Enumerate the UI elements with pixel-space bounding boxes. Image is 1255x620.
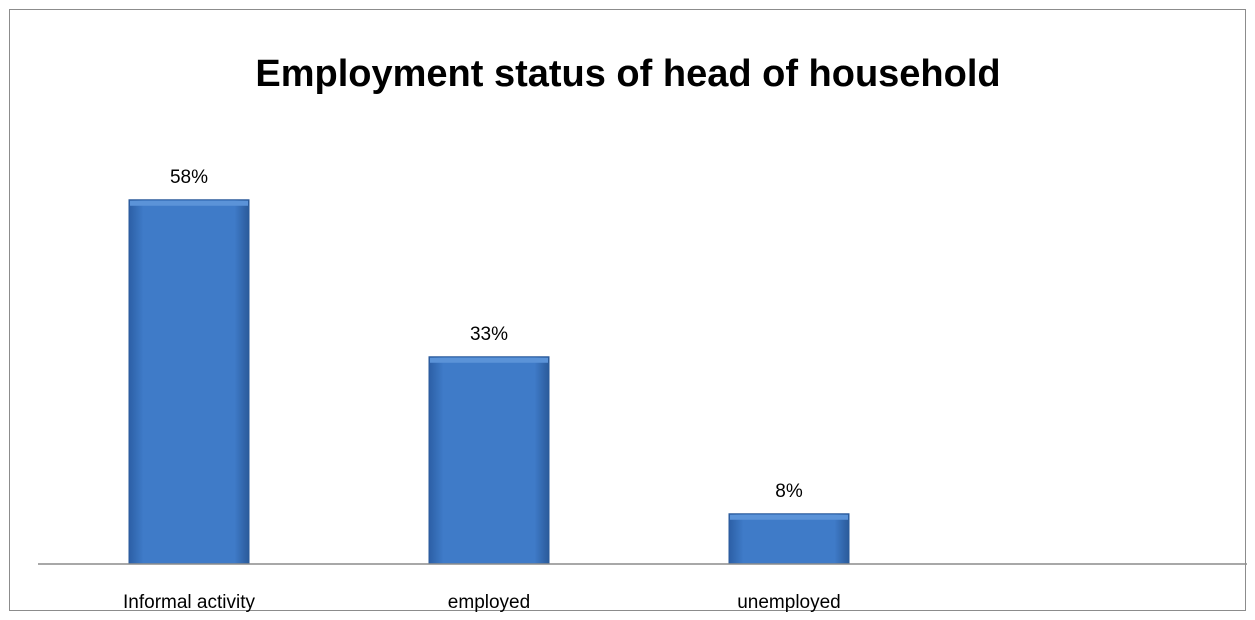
chart-frame: Employment status of head of household 5… <box>9 9 1247 612</box>
bar-highlight <box>730 514 848 520</box>
category-label: Informal activity <box>123 592 255 612</box>
bar-highlight <box>130 200 248 206</box>
data-label: 8% <box>775 481 803 502</box>
bar-highlight <box>430 357 548 363</box>
chart-title: Employment status of head of household <box>255 53 1000 95</box>
bar-employed <box>428 356 550 565</box>
bar-chart: Employment status of head of household 5… <box>38 53 1247 612</box>
data-label: 33% <box>470 324 508 345</box>
category-label: employed <box>448 592 530 612</box>
labels-layer: 58% Informal activity 33% employed 8% unemplo… <box>123 167 841 612</box>
bar-unemployed <box>728 513 850 565</box>
bars-layer <box>128 199 850 565</box>
category-label: unemployed <box>737 592 841 612</box>
data-label: 58% <box>170 167 208 188</box>
bar-informal-activity <box>128 199 250 565</box>
